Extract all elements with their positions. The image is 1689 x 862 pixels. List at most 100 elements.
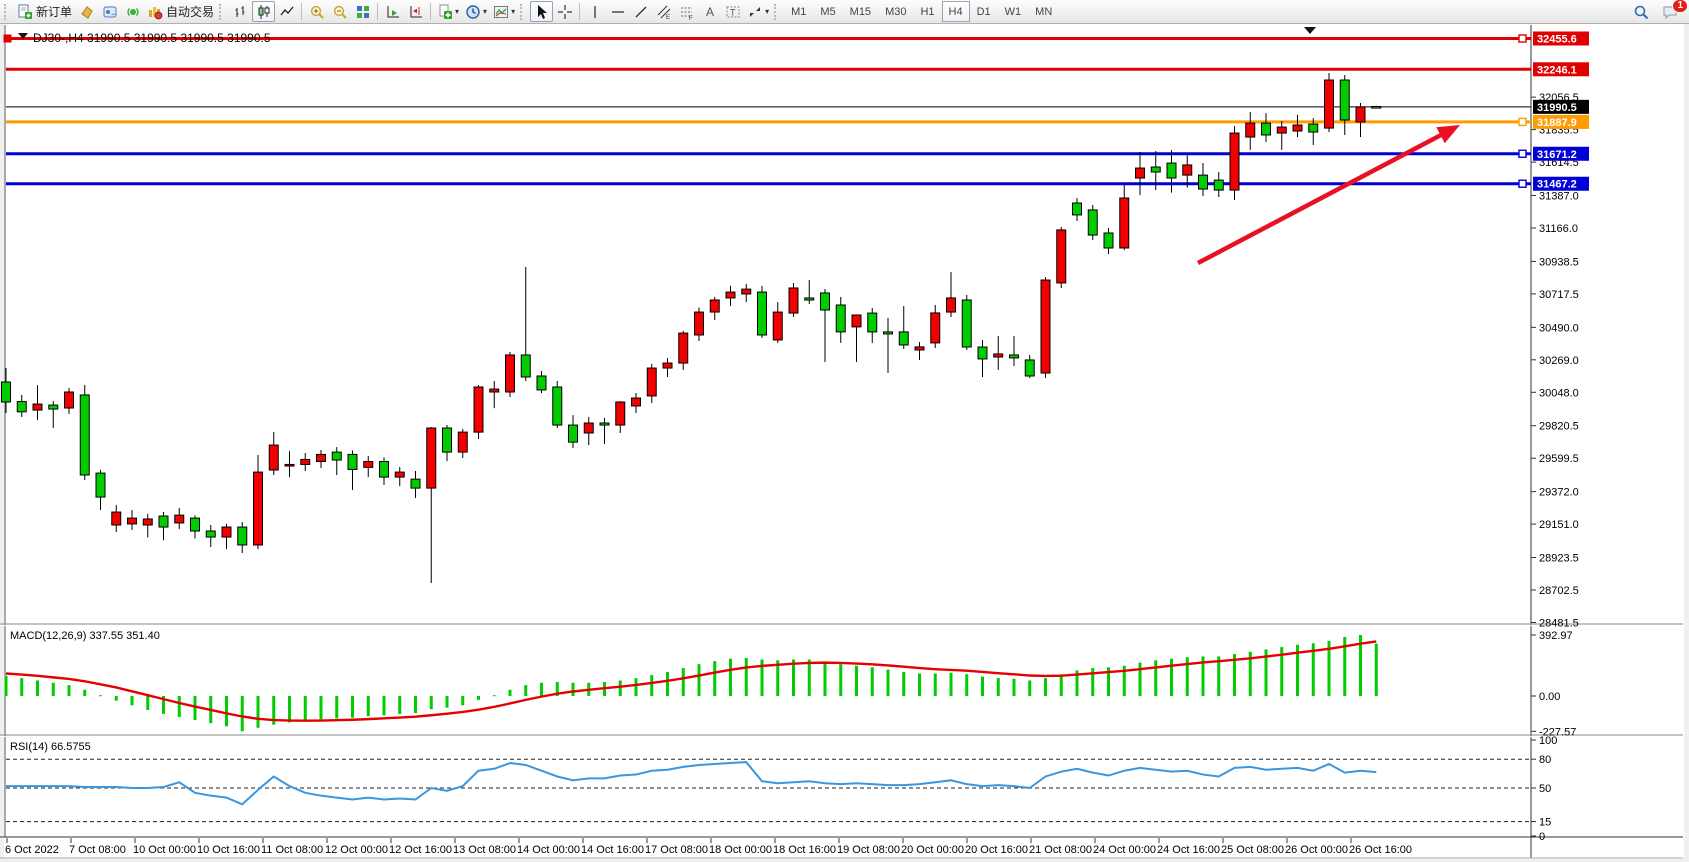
candle-57 [898,331,909,346]
candle-11 [174,514,185,524]
timeframe-button-m5[interactable]: M5 [820,5,836,18]
auto-trading-button[interactable]: 自动交易 [144,1,217,22]
zoom-in-icon [310,5,324,19]
signals-button[interactable] [121,1,144,22]
candle-27 [426,427,437,489]
time-axis-label: 26 Oct 00:00 [1285,844,1348,856]
chart-shift-button[interactable] [404,1,427,22]
tile-windows-button[interactable] [351,1,374,22]
line-handle[interactable] [1518,179,1527,188]
price-tick-label: 31387.0 [1539,191,1579,203]
vertical-line-tool-button[interactable] [583,1,606,22]
candle-56 [883,331,893,335]
candle-55 [867,312,878,333]
candlestick-chart-button[interactable] [252,1,276,22]
candle-23 [363,461,374,468]
text-label-tool-button[interactable]: T [721,1,744,22]
candle-13 [205,530,216,538]
toolbar-grip[interactable] [219,3,226,20]
market-watch-button[interactable] [98,1,121,22]
candle-9 [142,518,153,526]
line-chart-button[interactable] [275,1,298,22]
notification-badge: 1 [1672,0,1688,13]
equidistant-channel-tool-button[interactable]: E [652,1,675,22]
cursor-tool-button[interactable] [530,1,554,22]
price-badge [1533,114,1589,129]
line-handle[interactable] [3,34,12,43]
timeframe-button-m30[interactable]: M30 [885,5,907,18]
arrows-tool-button[interactable]: ▾ [744,1,772,22]
candle-48 [757,291,767,336]
candle-25 [394,471,405,478]
equidistant-channel-icon: E [657,5,670,20]
candle-83 [1308,123,1319,133]
template-icon [80,5,93,19]
timeframe-button-mn[interactable]: MN [1035,5,1053,18]
auto-scroll-button[interactable] [381,1,404,22]
time-axis-label: 7 Oct 08:00 [69,844,126,856]
toolbar-grip[interactable] [774,3,781,20]
trend-arrow-line[interactable] [1196,133,1442,265]
time-axis-label: 10 Oct 00:00 [133,844,196,856]
price-tick-label: 31166.0 [1539,223,1578,235]
dropdown-caret-icon: ▾ [483,7,488,16]
notifications-button[interactable]: 1 [1659,0,1688,23]
time-axis-label: 10 Oct 16:00 [197,844,260,856]
chart-shift-marker-icon[interactable] [1304,27,1316,34]
horizontal-line-tool-button[interactable] [606,1,629,22]
bar-chart-button[interactable] [229,1,252,22]
period-clock-button[interactable]: ▾ [462,1,490,22]
line-handle[interactable] [1518,34,1527,43]
price-badge [1533,176,1589,191]
price-badge [1533,31,1589,46]
toolbar-grip[interactable] [4,3,11,20]
candle-67 [1056,229,1067,284]
zoom-out-button[interactable] [328,1,351,22]
price-badge [1533,146,1589,161]
timeframe-button-d1[interactable]: D1 [976,5,991,18]
zoom-in-button[interactable] [305,1,328,22]
candle-58 [914,346,925,351]
line-handle[interactable] [1518,149,1527,158]
new-order-dropdown-button[interactable]: ▾ [434,1,462,22]
crosshair-tool-button[interactable] [553,1,576,22]
macd-indicator-label: MACD(12,26,9) 337.55 351.40 [10,630,160,642]
candles [1,72,1382,584]
indicators-button[interactable]: ▾ [490,1,518,22]
timeframe-button-h4[interactable]: H4 [941,1,970,22]
fibonacci-tool-button[interactable]: F [675,1,698,22]
candle-12 [190,517,200,532]
candle-33 [520,354,531,378]
toolbar-grip[interactable] [520,3,527,20]
candle-52 [820,292,830,311]
timeframe-button-m1[interactable]: M1 [791,5,807,18]
time-axis-label: 24 Oct 00:00 [1093,844,1156,856]
price-tick-label: 29372.0 [1539,487,1579,499]
trendline-tool-button[interactable] [629,1,652,22]
candle-5 [79,394,90,476]
trend-arrow-head [1436,125,1460,144]
candle-41 [646,367,657,397]
symbol-dropdown-icon[interactable] [18,33,28,39]
candle-84 [1324,79,1334,129]
line-handle[interactable] [1518,117,1527,127]
text-tool-button[interactable]: A [698,1,721,22]
timeframe-button-h1[interactable]: H1 [920,5,935,18]
candle-51 [804,297,815,301]
time-axis-label: 18 Oct 16:00 [773,844,836,856]
fibonacci-icon: F [680,7,693,20]
timeframe-button-m15[interactable]: M15 [849,5,872,18]
zoom-out-icon [333,5,347,19]
candle-59 [930,312,941,344]
macd-histogram [4,634,1378,732]
candle-78 [1229,132,1240,191]
candle-20 [316,453,326,463]
template-button[interactable] [75,1,98,22]
timeframe-button-w1[interactable]: W1 [1004,5,1022,18]
time-axis-label: 13 Oct 08:00 [453,844,516,856]
search-button[interactable] [1630,2,1653,23]
new-order-button[interactable]: 新订单 [14,1,75,22]
arrows-icon [750,6,761,17]
